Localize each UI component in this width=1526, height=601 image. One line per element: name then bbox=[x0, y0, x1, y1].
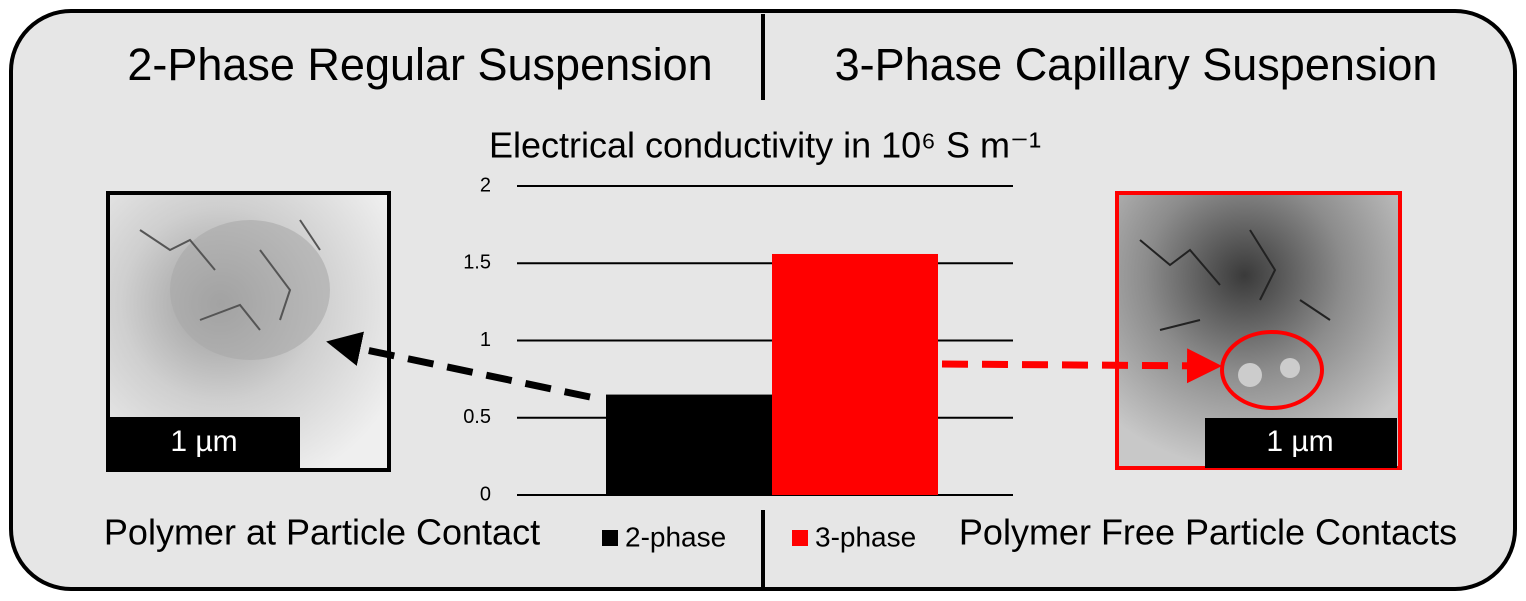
header: 2-Phase Regular Suspension bbox=[127, 39, 712, 90]
legend-swatch bbox=[602, 530, 618, 546]
legend-swatch bbox=[792, 530, 808, 546]
caption: Polymer Free Particle Contacts bbox=[959, 512, 1457, 553]
plot: 0 0.5 1 1.5 2 2-phase 3-phase bbox=[463, 174, 1013, 552]
chart-title: Electrical conductivity in 10⁶ S m⁻¹ bbox=[489, 125, 1041, 166]
scale-bar-label: 1 µm bbox=[1266, 425, 1333, 458]
y-tick-label: 2 bbox=[480, 174, 491, 196]
y-tick-label: 0 bbox=[480, 483, 491, 505]
arrow bbox=[941, 348, 1222, 384]
y-tick-label: 0.5 bbox=[463, 406, 491, 428]
arrow bbox=[326, 331, 591, 401]
caption: Polymer at Particle Contact bbox=[104, 512, 540, 553]
legend-label: 3-phase bbox=[815, 521, 916, 552]
y-tick-label: 1 bbox=[480, 329, 491, 351]
y-tick-label: 1.5 bbox=[463, 252, 491, 274]
scale-bar-label: 1 µm bbox=[170, 425, 237, 458]
legend-label: 2-phase bbox=[625, 521, 726, 552]
sem-image-right: 1 µm bbox=[1115, 191, 1402, 470]
bar bbox=[606, 394, 772, 495]
bar bbox=[772, 253, 938, 495]
sem-image-left: 1 µm bbox=[106, 191, 391, 472]
header: 3-Phase Capillary Suspension bbox=[835, 39, 1438, 90]
